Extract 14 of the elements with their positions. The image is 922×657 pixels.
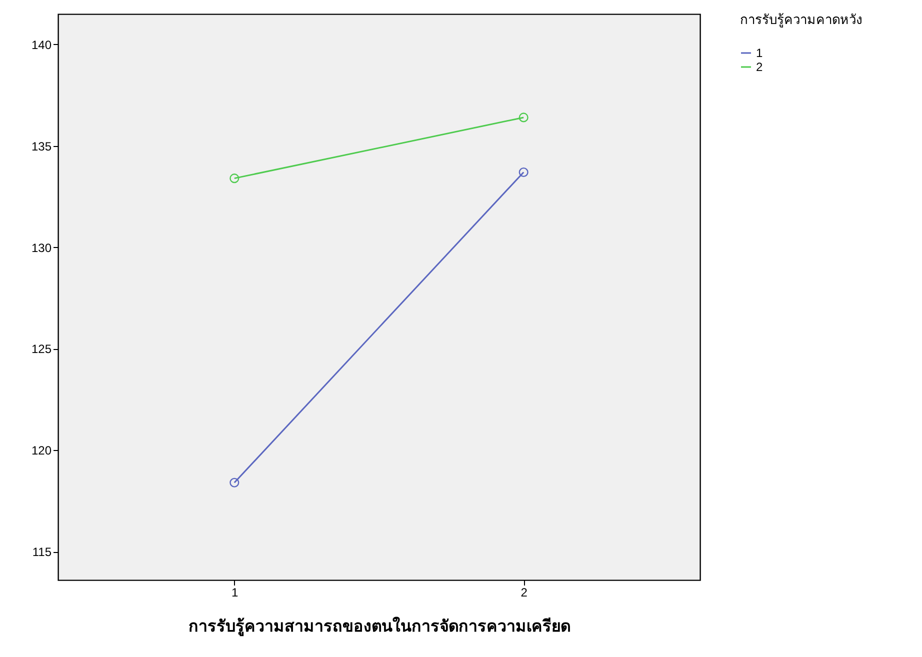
y-tick-label: 135	[31, 139, 52, 154]
y-tick-label: 120	[31, 444, 52, 458]
y-tick-label: 125	[31, 342, 52, 356]
point	[230, 478, 240, 488]
point	[230, 174, 240, 184]
legend-label: 2	[756, 60, 763, 74]
y-tick-label: 130	[31, 240, 52, 255]
point	[518, 112, 528, 122]
y-tick-label: 140	[31, 38, 52, 52]
legend-label: 1	[756, 46, 763, 60]
x-axis-title: การรับรู้ความสามารถของตนในการจัดการความเครียด	[188, 616, 570, 638]
legend-title: การรับรู้ความคาดหวัง	[740, 12, 862, 28]
y-tick-label: 115	[32, 545, 52, 560]
point	[518, 167, 528, 178]
